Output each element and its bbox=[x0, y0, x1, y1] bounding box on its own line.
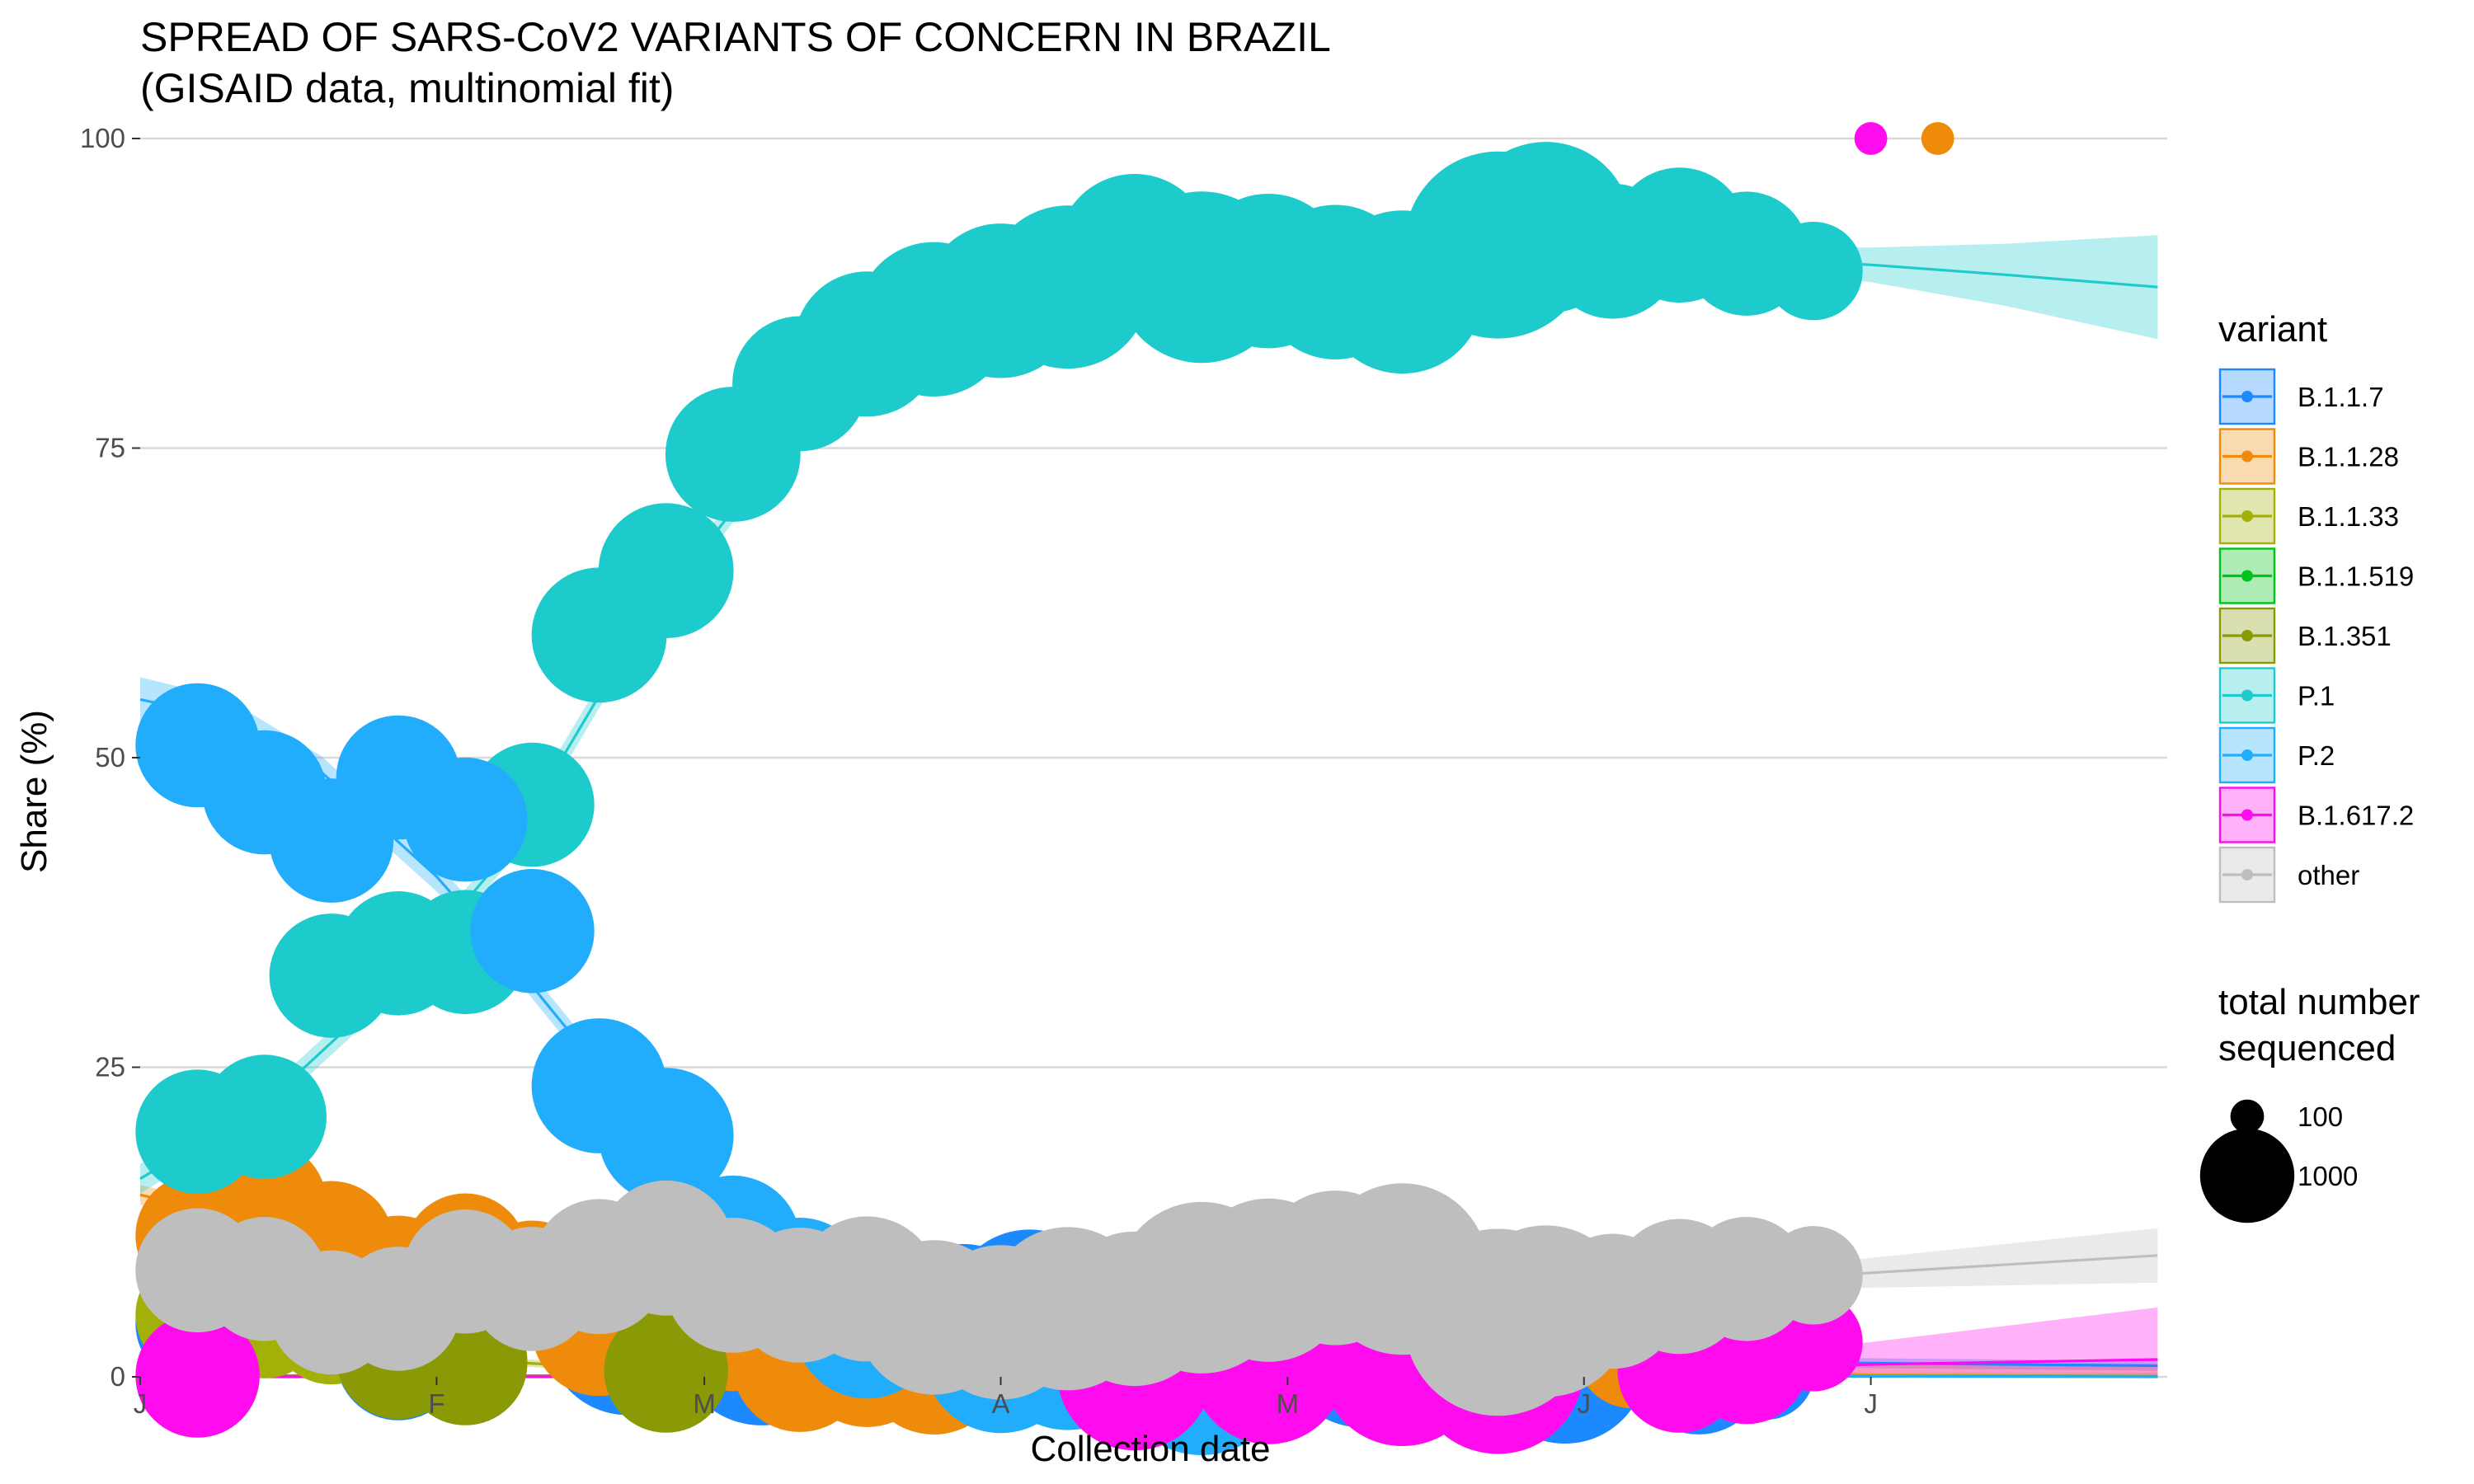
legend-item-b-1-1-519: B.1.1.519 bbox=[2218, 547, 2414, 604]
legend-label-b-1-1-28: B.1.1.28 bbox=[2298, 442, 2399, 472]
point-p-1-7 bbox=[598, 503, 734, 639]
legend-label-p-2: P.2 bbox=[2298, 740, 2335, 771]
legend-label-b-1-351: B.1.351 bbox=[2298, 621, 2392, 651]
legend-key-dot-other bbox=[2241, 869, 2253, 881]
legend: variant B.1.1.7 B.1.1.28 B.1.1.33 B.1.1.519… bbox=[2199, 309, 2420, 1223]
point-other-24 bbox=[1764, 1226, 1863, 1325]
x-tick-label-3: A bbox=[991, 1388, 1009, 1419]
legend-key-dot-p-1 bbox=[2241, 689, 2253, 702]
legend-label-b-1-1-519: B.1.1.519 bbox=[2298, 561, 2414, 592]
chart-title: SPREAD OF SARS-CoV2 VARIANTS OF CONCERN … bbox=[140, 14, 1331, 60]
legend-key-dot-b-1-1-519 bbox=[2241, 570, 2253, 582]
legend-key-dot-b-1-351 bbox=[2241, 630, 2253, 641]
legend-label-b-1-1-33: B.1.1.33 bbox=[2298, 501, 2399, 532]
legend-item-p-1: P.1 bbox=[2218, 667, 2335, 724]
axes: 0 25 50 75 100 J F M A M J J bbox=[80, 123, 1878, 1419]
x-tick-label-4: M bbox=[1277, 1388, 1300, 1419]
x-axis-title: Collection date bbox=[1030, 1429, 1270, 1469]
y-axis-title: Share (%) bbox=[14, 710, 54, 873]
x-tick-label-0: J bbox=[134, 1388, 148, 1419]
legend-key-dot-b-1-617-2 bbox=[2241, 809, 2253, 821]
size-legend-dot-1000 bbox=[2199, 1128, 2295, 1223]
size-legend-dot-100 bbox=[2230, 1099, 2265, 1134]
legend-item-b-1-617-2: B.1.617.2 bbox=[2218, 787, 2414, 843]
x-tick-label-6: J bbox=[1864, 1388, 1878, 1419]
point-b-1-617-2-0 bbox=[135, 1313, 260, 1438]
y-tick-label-50: 50 bbox=[95, 742, 125, 773]
point-p-1-1 bbox=[202, 1054, 327, 1179]
legend-item-b-1-351: B.1.351 bbox=[2218, 607, 2392, 665]
y-tick-label-75: 75 bbox=[95, 433, 125, 463]
legend-label-b-1-617-2: B.1.617.2 bbox=[2298, 801, 2414, 831]
legend-label-b-1-1-7: B.1.1.7 bbox=[2298, 382, 2384, 412]
legend-item-b-1-1-28: B.1.1.28 bbox=[2218, 428, 2399, 485]
y-tick-label-0: 0 bbox=[111, 1361, 125, 1392]
legend-key-dot-p-2 bbox=[2241, 749, 2253, 761]
legend-item-b-1-1-7: B.1.1.7 bbox=[2218, 368, 2384, 425]
size-legend-title-line-1: total number bbox=[2218, 982, 2420, 1022]
y-tick-label-100: 100 bbox=[80, 123, 125, 153]
legend-item-b-1-1-33: B.1.1.33 bbox=[2218, 487, 2399, 545]
legend-title: variant bbox=[2218, 309, 2327, 350]
point-b-1-617-2-8 bbox=[1854, 122, 1888, 155]
legend-item-p-2: P.2 bbox=[2218, 726, 2335, 784]
x-tick-label-2: M bbox=[693, 1388, 716, 1419]
point-p-2-5 bbox=[470, 869, 595, 993]
size-legend-label-100: 100 bbox=[2298, 1101, 2343, 1132]
point-b-1-1-28-14 bbox=[1921, 122, 1954, 155]
legend-key-dot-b-1-1-7 bbox=[2241, 391, 2253, 402]
x-tick-label-1: F bbox=[428, 1388, 444, 1419]
point-p-2-4 bbox=[402, 757, 528, 882]
legend-label-other: other bbox=[2298, 860, 2359, 890]
legend-key-dot-b-1-1-28 bbox=[2241, 450, 2253, 463]
x-tick-label-5: J bbox=[1577, 1388, 1591, 1419]
point-p-1-24 bbox=[1764, 222, 1863, 321]
legend-item-other: other bbox=[2218, 846, 2359, 904]
band-b-1-617-2 bbox=[140, 1307, 2158, 1377]
point-p-2-7 bbox=[598, 1068, 734, 1203]
legend-label-p-1: P.1 bbox=[2298, 681, 2335, 711]
size-legend-label-1000: 1000 bbox=[2298, 1161, 2358, 1191]
legend-key-dot-b-1-1-33 bbox=[2241, 510, 2253, 522]
chart-subtitle: (GISAID data, multinomial fit) bbox=[140, 65, 674, 111]
size-legend: 100 1000 bbox=[2199, 1099, 2358, 1223]
legend-keys: B.1.1.7 B.1.1.28 B.1.1.33 B.1.1.519 B.1.351 P… bbox=[2218, 368, 2414, 904]
size-legend-title-line-2: sequenced bbox=[2218, 1028, 2396, 1068]
data-points bbox=[135, 122, 1954, 1455]
y-tick-label-25: 25 bbox=[95, 1052, 125, 1082]
